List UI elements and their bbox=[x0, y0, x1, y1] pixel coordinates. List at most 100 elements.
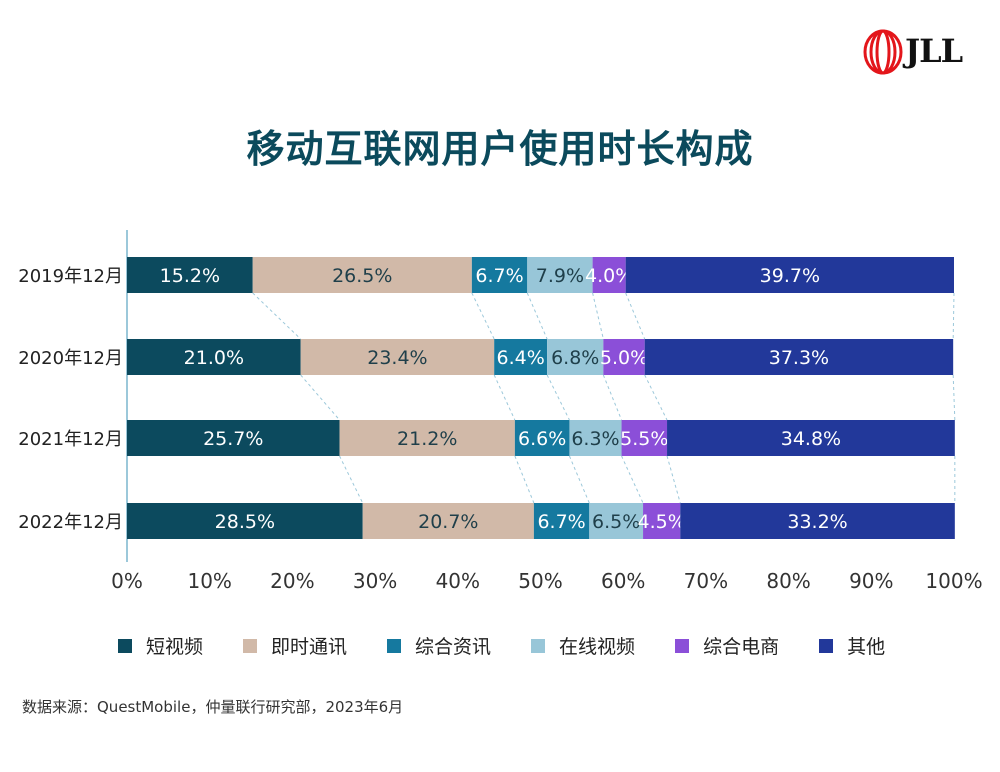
data-label: 5.5% bbox=[620, 428, 668, 450]
connector-line bbox=[339, 455, 364, 504]
jll-logo-icon bbox=[863, 29, 903, 75]
connector-line bbox=[252, 292, 302, 340]
bar-segment-1 bbox=[127, 503, 363, 539]
data-label: 6.4% bbox=[497, 347, 545, 369]
bar-segment-5 bbox=[621, 420, 668, 456]
data-label: 6.8% bbox=[551, 347, 599, 369]
chart-title: 移动互联网用户使用时长构成 bbox=[246, 127, 754, 171]
bar-segment-2 bbox=[300, 339, 495, 375]
x-tick-label: 60% bbox=[601, 569, 645, 593]
legend-label: 其他 bbox=[847, 636, 886, 658]
bar-segment-6 bbox=[625, 257, 954, 293]
category-label: 2022年12月 bbox=[18, 512, 123, 533]
x-tick-label: 70% bbox=[684, 569, 728, 593]
connector-line bbox=[300, 374, 340, 421]
data-label: 21.2% bbox=[397, 428, 457, 450]
bar-segment-5 bbox=[592, 257, 626, 293]
data-label: 6.5% bbox=[592, 511, 640, 533]
bar-segment-1 bbox=[127, 339, 301, 375]
data-label: 34.8% bbox=[781, 428, 841, 450]
bar-segment-6 bbox=[667, 420, 955, 456]
legend-label: 在线视频 bbox=[559, 636, 636, 658]
data-label: 26.5% bbox=[332, 265, 392, 287]
x-tick-label: 30% bbox=[353, 569, 397, 593]
data-label: 5.0% bbox=[600, 347, 648, 369]
legend-swatch bbox=[675, 638, 690, 653]
data-label: 6.7% bbox=[475, 265, 523, 287]
data-label: 39.7% bbox=[760, 265, 820, 287]
bar-segment-3 bbox=[514, 420, 570, 456]
data-label: 6.3% bbox=[571, 428, 619, 450]
data-label: 6.7% bbox=[537, 511, 585, 533]
data-label: 7.9% bbox=[536, 265, 584, 287]
data-label: 20.7% bbox=[418, 511, 478, 533]
connector-line bbox=[621, 455, 644, 504]
legend-item: 其他 bbox=[819, 632, 885, 659]
data-label: 4.5% bbox=[638, 511, 686, 533]
connector-line bbox=[592, 292, 604, 340]
x-tick-label: 50% bbox=[518, 569, 562, 593]
data-label: 21.0% bbox=[184, 347, 244, 369]
bar-segment-2 bbox=[362, 503, 534, 539]
x-tick-label: 40% bbox=[436, 569, 480, 593]
bar-segment-2 bbox=[339, 420, 515, 456]
bar-segment-4 bbox=[547, 339, 604, 375]
x-tick-label: 0% bbox=[111, 569, 143, 593]
connector-line bbox=[526, 292, 548, 340]
x-tick-label: 100% bbox=[925, 569, 982, 593]
bar-segment-1 bbox=[127, 420, 340, 456]
connector-line bbox=[568, 455, 590, 504]
bar-segment-3 bbox=[494, 339, 548, 375]
legend-item: 在线视频 bbox=[531, 632, 635, 659]
x-tick-label: 80% bbox=[766, 569, 810, 593]
bar-segment-6 bbox=[680, 503, 955, 539]
category-label: 2019年12月 bbox=[18, 266, 123, 287]
legend-swatch bbox=[531, 638, 546, 653]
bar-segment-4 bbox=[527, 257, 593, 293]
bar-segment-6 bbox=[644, 339, 954, 375]
legend-label: 综合资讯 bbox=[415, 636, 492, 658]
connector-line bbox=[471, 292, 495, 340]
legend-swatch bbox=[819, 638, 834, 653]
legend-label: 即时通讯 bbox=[271, 636, 348, 658]
jll-logo-text: JLL bbox=[905, 32, 963, 70]
data-label: 23.4% bbox=[367, 347, 427, 369]
connector-line bbox=[666, 455, 681, 504]
legend-label: 短视频 bbox=[146, 636, 204, 658]
data-label: 15.2% bbox=[160, 265, 220, 287]
connector-line bbox=[644, 374, 668, 421]
legend-item: 即时通讯 bbox=[243, 632, 347, 659]
bar-segment-5 bbox=[603, 339, 645, 375]
category-label: 2021年12月 bbox=[18, 429, 123, 450]
legend-swatch bbox=[118, 638, 132, 653]
connector-line bbox=[546, 374, 570, 421]
category-label: 2020年12月 bbox=[18, 348, 123, 369]
connector-line bbox=[625, 292, 646, 340]
legend-swatch bbox=[387, 638, 402, 653]
connector-line bbox=[493, 374, 516, 421]
data-label: 33.2% bbox=[787, 511, 847, 533]
x-tick-label: 90% bbox=[849, 569, 893, 593]
connector-line bbox=[514, 455, 535, 504]
bar-segment-5 bbox=[643, 503, 681, 539]
legend: 短视频 即时通讯 综合资讯 在线视频 综合电商 其他 bbox=[118, 632, 925, 659]
legend-item: 综合资讯 bbox=[387, 632, 491, 659]
bar-segment-1 bbox=[127, 257, 253, 293]
data-label: 6.6% bbox=[518, 428, 566, 450]
source-note: 数据来源：QuestMobile，仲量联行研究部，2023年6月 bbox=[22, 698, 404, 716]
bar-segment-4 bbox=[589, 503, 644, 539]
bar-segment-3 bbox=[471, 257, 528, 293]
legend-swatch bbox=[243, 638, 258, 653]
bar-segment-4 bbox=[569, 420, 622, 456]
data-label: 25.7% bbox=[203, 428, 263, 450]
data-label: 4.0% bbox=[585, 265, 633, 287]
data-label: 28.5% bbox=[215, 511, 275, 533]
bar-segment-2 bbox=[252, 257, 472, 293]
x-tick-label: 20% bbox=[270, 569, 314, 593]
connector-line bbox=[952, 374, 956, 421]
legend-item: 短视频 bbox=[118, 632, 203, 659]
x-tick-label: 10% bbox=[187, 569, 231, 593]
connector-line bbox=[952, 292, 955, 340]
legend-label: 综合电商 bbox=[703, 636, 780, 658]
